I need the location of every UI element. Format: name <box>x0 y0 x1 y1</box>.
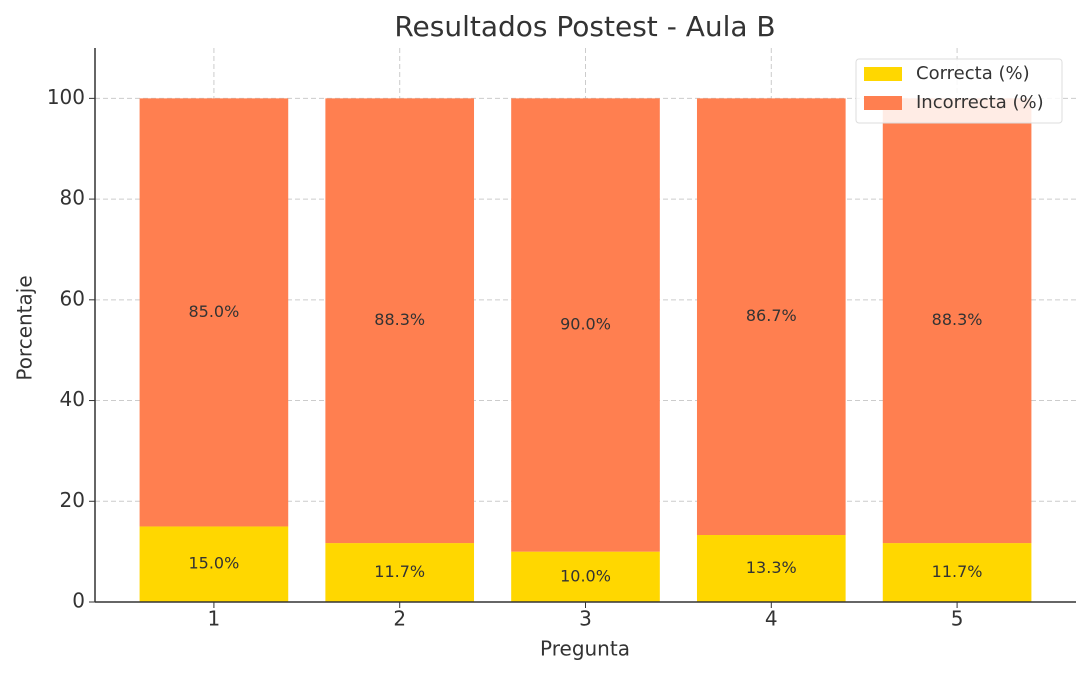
bar <box>696 535 846 602</box>
y-tick-label: 100 <box>47 85 85 109</box>
legend-label: Incorrecta (%) <box>916 92 1044 113</box>
data-label: 13.3% <box>746 558 797 577</box>
y-tick-label: 40 <box>60 387 85 411</box>
data-label: 86.7% <box>746 306 797 325</box>
data-label: 88.3% <box>932 310 983 329</box>
data-label: 15.0% <box>188 554 239 573</box>
legend-swatch <box>864 96 902 110</box>
legend-swatch <box>864 67 902 81</box>
y-tick-label: 20 <box>60 488 85 512</box>
bar <box>139 526 289 602</box>
legend-label: Correcta (%) <box>916 63 1030 84</box>
bar <box>325 98 475 544</box>
bar <box>511 551 660 602</box>
y-tick-label: 80 <box>60 186 85 210</box>
y-tick-label: 0 <box>72 589 85 613</box>
data-label: 88.3% <box>374 310 425 329</box>
x-tick-label: 5 <box>951 607 964 631</box>
chart-title: Resultados Postest - Aula B <box>394 10 775 43</box>
y-axis-label: Porcentaje <box>13 275 37 380</box>
x-tick-label: 1 <box>208 607 221 631</box>
data-label: 11.7% <box>932 562 983 581</box>
bar <box>325 543 475 602</box>
legend: Correcta (%) Incorrecta (%) <box>855 58 1063 124</box>
y-tick-label: 60 <box>60 286 85 310</box>
x-tick-label: 3 <box>579 607 592 631</box>
x-tick-label: 4 <box>765 607 778 631</box>
data-label: 85.0% <box>188 302 239 321</box>
bar <box>882 543 1032 602</box>
x-tick-label: 2 <box>393 607 406 631</box>
bar <box>696 98 846 536</box>
bar <box>511 98 660 552</box>
data-label: 10.0% <box>560 566 611 585</box>
data-label: 90.0% <box>560 315 611 334</box>
legend-box <box>855 58 1063 124</box>
data-label: 11.7% <box>374 562 425 581</box>
x-axis-label: Pregunta <box>540 637 630 661</box>
bar <box>139 98 289 527</box>
bar <box>882 98 1032 544</box>
